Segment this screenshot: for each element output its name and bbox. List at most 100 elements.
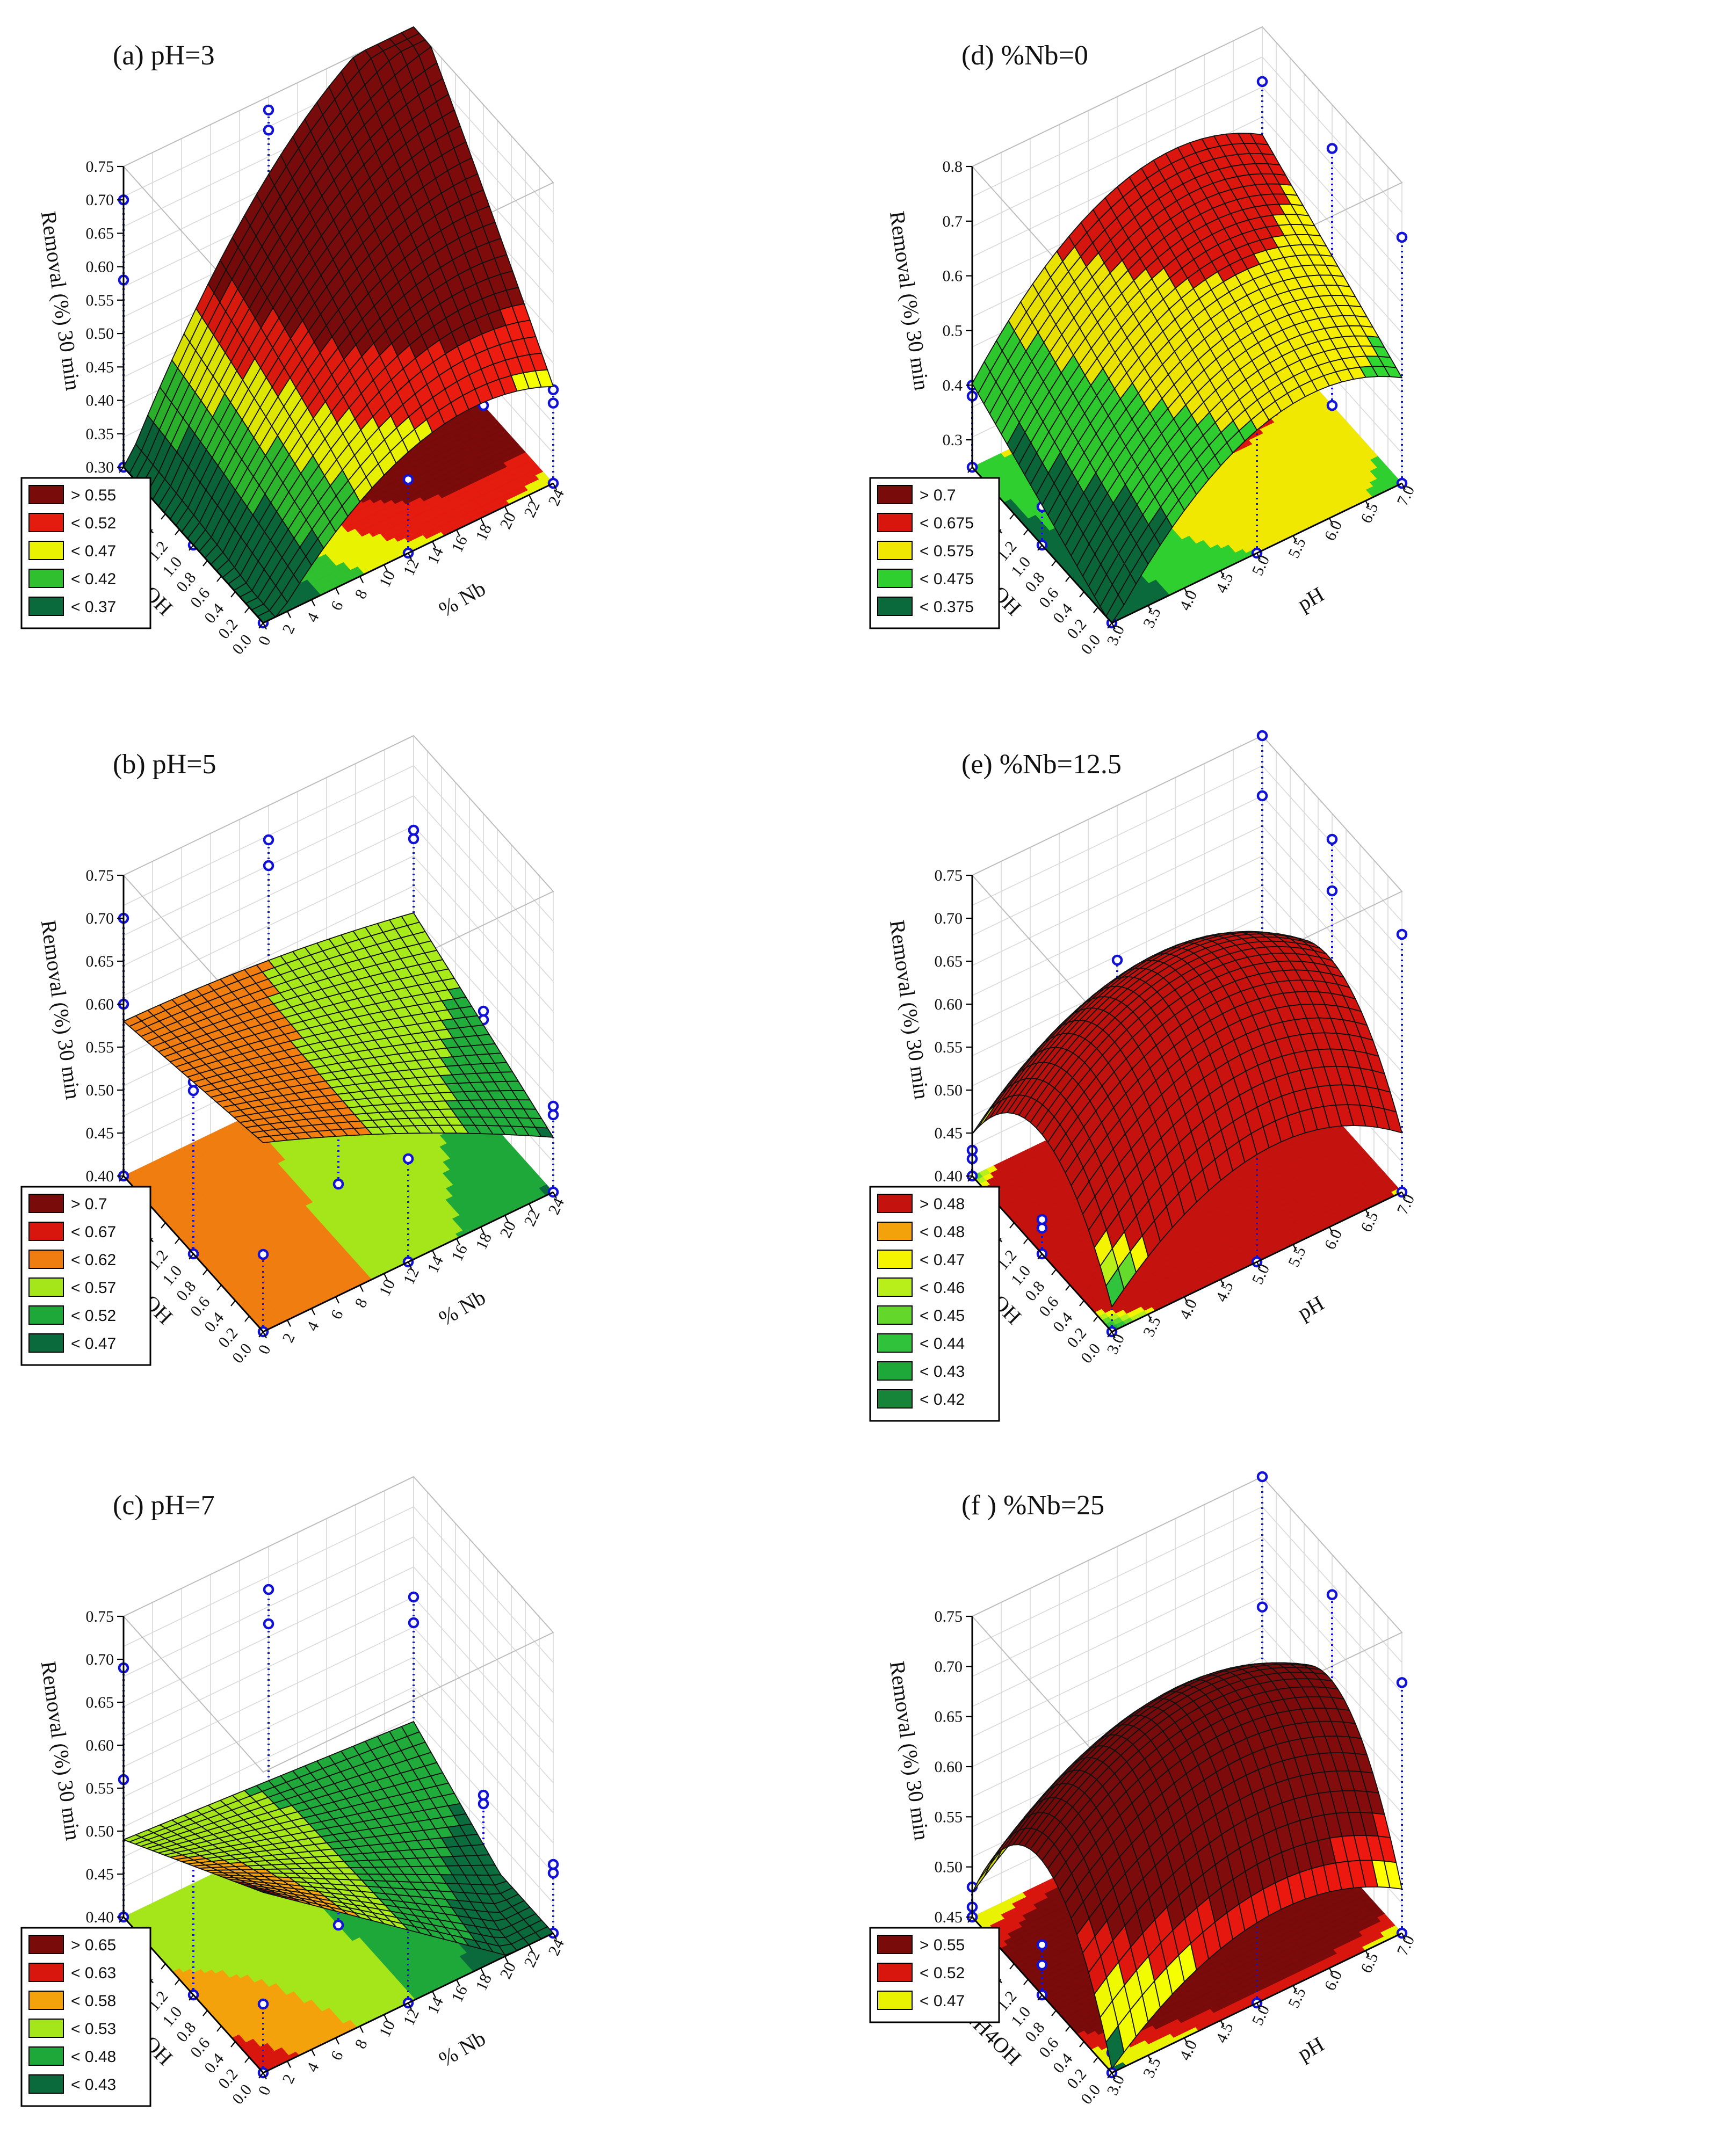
observation-point (187, 1085, 199, 1097)
z-tick-label: 0.70 (86, 191, 114, 209)
y-tick-label: 0 (255, 1342, 274, 1357)
y-tick-label: 14 (424, 545, 447, 567)
y-tick-label: 10 (375, 568, 399, 590)
z-tick-label: 0.45 (86, 358, 114, 376)
observation-point (257, 1248, 269, 1260)
x-tick (175, 529, 180, 535)
y-tick (287, 1319, 291, 1327)
observation-point (263, 104, 274, 116)
y-tick (335, 587, 339, 595)
observation-point (408, 833, 420, 845)
x-tick (216, 1284, 222, 1291)
observation-point (263, 124, 274, 136)
y-tick-label: 16 (448, 1242, 471, 1264)
panel-a: (a) pH=3 0.30 0.35 0.40 0.45 0.50 0.55 0.60 0.65… (20, 26, 568, 658)
y-tick-label: 8 (351, 587, 371, 602)
z-tick-label: 0.30 (86, 459, 114, 476)
y-tick-label: 22 (520, 1207, 544, 1229)
x-tick (203, 1269, 208, 1275)
x-tick (161, 513, 166, 520)
legend-swatch (28, 569, 64, 588)
panel-title: (a) pH=3 (113, 40, 215, 71)
x-tick (161, 1222, 166, 1229)
z-tick-label: 0.55 (86, 292, 114, 309)
x-tick (230, 591, 236, 598)
y-tick-label: 18 (472, 521, 495, 543)
legend-label: < 0.42 (71, 570, 116, 588)
y-tick-label: 0 (255, 633, 274, 648)
y-tick-label: 22 (520, 498, 544, 520)
observation-point (263, 860, 274, 872)
observation-point (478, 1005, 489, 1017)
z-tick-label: 0.50 (86, 1081, 114, 1099)
y-tick (311, 1308, 315, 1316)
observation-point (263, 834, 274, 846)
legend-swatch (28, 1305, 64, 1325)
legend-swatch (28, 1250, 64, 1269)
legend-label: > 0.7 (71, 1195, 107, 1213)
bounding-box-top (122, 1476, 554, 1773)
y-tick-label: 16 (448, 533, 471, 555)
legend-swatch (28, 1222, 64, 1241)
legend: > 0.7< 0.67< 0.62< 0.57< 0.52< 0.47 (20, 1186, 151, 1366)
y-tick-label: 12 (400, 1265, 423, 1287)
y-tick-label: 2 (279, 1331, 298, 1346)
y-tick-label: 8 (351, 1296, 371, 1311)
z-tick-label: 0.70 (86, 910, 114, 927)
y-tick-label: 12 (400, 556, 423, 578)
legend-label: < 0.47 (71, 1335, 116, 1353)
y-tick-label: 14 (424, 1253, 447, 1275)
legend-swatch (28, 1277, 64, 1297)
y-axis-label: % Nb (435, 1285, 489, 1331)
y-tick-label: 20 (496, 510, 519, 532)
observation-point (402, 474, 414, 485)
observation-point (547, 1109, 559, 1121)
z-tick-label: 0.40 (86, 392, 114, 410)
z-tick-label: 0.65 (86, 224, 114, 242)
x-tick (216, 576, 222, 582)
z-tick-label: 0.50 (86, 325, 114, 343)
z-tick-label: 0.65 (86, 953, 114, 970)
z-tick-label: 0.60 (86, 258, 114, 276)
z-tick-label: 0.60 (86, 996, 114, 1013)
z-tick-label: 0.45 (86, 1124, 114, 1142)
observation-point (547, 1100, 559, 1112)
z-tick-label: 0.55 (86, 1039, 114, 1056)
y-tick (359, 1284, 364, 1292)
y-tick (359, 576, 364, 583)
legend-swatch (28, 541, 64, 560)
y-tick-label: 18 (472, 1230, 495, 1252)
z-tick-label: 0.35 (86, 425, 114, 443)
z-axis-label: Removal (%) 30 min (37, 209, 85, 392)
y-tick (287, 611, 291, 618)
x-tick (230, 1300, 236, 1306)
legend-label: < 0.37 (71, 598, 116, 616)
observation-point (547, 397, 559, 409)
z-axis-label: Removal (%) 30 min (37, 918, 85, 1101)
legend-swatch (28, 485, 64, 504)
x-tick (244, 1316, 250, 1322)
x-tick (244, 607, 250, 613)
y-tick-label: 10 (375, 1276, 399, 1298)
observation-point (402, 1153, 414, 1165)
y-tick-label: 6 (327, 1307, 346, 1322)
panel-title: (b) pH=5 (113, 749, 216, 780)
y-tick-label: 6 (327, 598, 346, 613)
y-tick-label: 20 (496, 1218, 519, 1240)
legend-swatch (28, 1333, 64, 1353)
z-tick-label: 0.75 (86, 867, 114, 884)
y-tick-label: 4 (303, 610, 322, 625)
legend-swatch (28, 1194, 64, 1213)
legend-label: < 0.62 (71, 1251, 116, 1269)
y-tick (311, 599, 315, 607)
legend-swatch (28, 513, 64, 532)
panel-b: (b) pH=5 0.40 0.45 0.50 0.55 0.60 0.65 0.70 0.75… (20, 735, 568, 1367)
legend-swatch (28, 597, 64, 616)
x-tick (175, 1238, 180, 1244)
x-tick (203, 560, 208, 567)
observation-floor-point (332, 1178, 344, 1190)
y-tick (335, 1296, 339, 1304)
y-tick-label: 2 (279, 622, 298, 637)
z-tick-label: 0.40 (86, 1167, 114, 1185)
